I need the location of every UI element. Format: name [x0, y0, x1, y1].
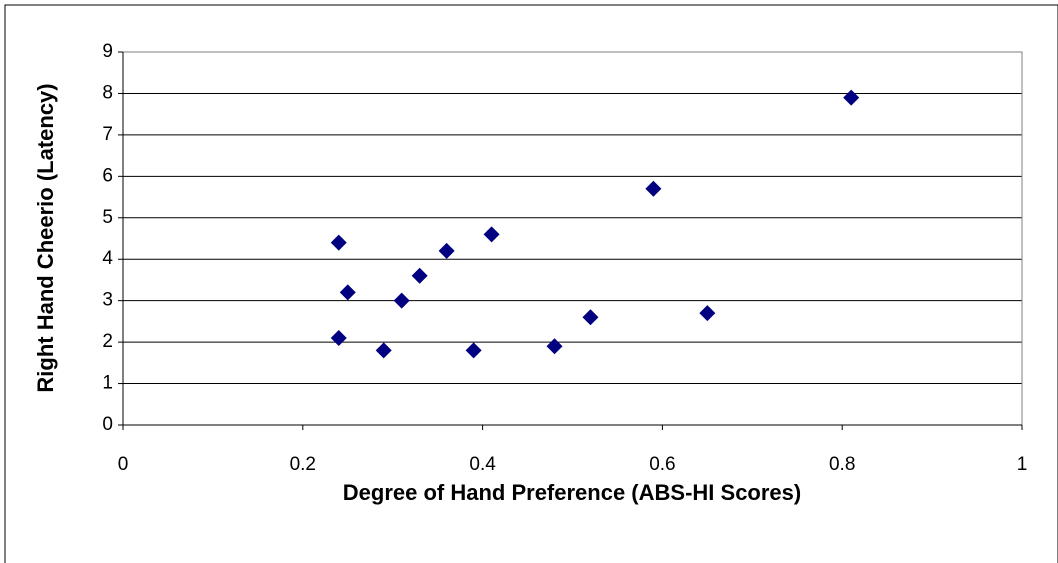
point	[339, 284, 356, 301]
y-tick-label: 1	[102, 373, 113, 394]
point	[546, 338, 563, 355]
y-tick-label: 7	[102, 124, 113, 145]
point	[582, 309, 599, 326]
y-tick-label: 8	[102, 82, 113, 103]
point	[330, 234, 347, 251]
point	[438, 242, 455, 259]
x-tick-label: 0.2	[290, 454, 316, 475]
point	[699, 305, 716, 322]
y-tick-label: 6	[102, 165, 113, 186]
y-tick-label: 4	[102, 248, 113, 269]
y-axis-title: Right Hand Cheerio (Latency)	[33, 83, 58, 392]
point	[843, 89, 860, 106]
point	[375, 342, 392, 359]
chart-frame	[4, 4, 1058, 563]
y-tick-label: 3	[102, 290, 113, 311]
point	[483, 226, 500, 243]
point	[465, 342, 482, 359]
point	[393, 292, 410, 309]
x-tick-label: 0.4	[469, 454, 496, 475]
y-tick-label: 0	[102, 414, 113, 435]
point	[330, 329, 347, 346]
x-tick-label: 0.8	[829, 454, 855, 475]
x-tick-label: 0.6	[649, 454, 675, 475]
y-tick-label: 2	[102, 331, 113, 352]
y-tick-label: 5	[102, 207, 113, 228]
x-tick-label: 1	[1017, 454, 1028, 475]
x-tick-label: 0	[118, 454, 129, 475]
y-tick-label: 9	[102, 41, 113, 62]
point	[411, 267, 428, 284]
point	[645, 180, 662, 197]
x-axis-title: Degree of Hand Preference (ABS-HI Scores…	[343, 480, 801, 505]
